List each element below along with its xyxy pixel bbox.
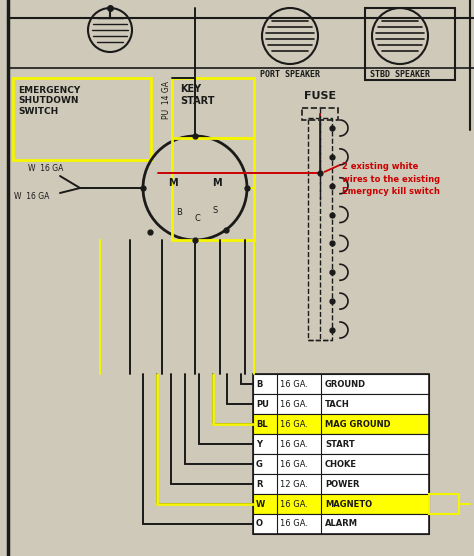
- Text: O: O: [256, 519, 263, 529]
- Text: 16 GA.: 16 GA.: [280, 459, 308, 469]
- Text: TACH: TACH: [325, 400, 350, 409]
- Text: FUSE: FUSE: [304, 91, 336, 101]
- Text: BL: BL: [256, 419, 268, 429]
- Bar: [253, 474, 429, 494]
- Text: 16 GA.: 16 GA.: [280, 380, 308, 389]
- Bar: [365, 8, 455, 80]
- Bar: [253, 394, 429, 414]
- Bar: [13, 78, 151, 160]
- Text: POWER: POWER: [325, 479, 359, 489]
- Text: STBD SPEAKER: STBD SPEAKER: [370, 70, 430, 79]
- Text: W  16 GA: W 16 GA: [28, 163, 64, 172]
- Text: Y: Y: [256, 439, 262, 449]
- Text: B: B: [176, 207, 182, 216]
- Text: KEY
START: KEY START: [180, 84, 215, 106]
- Text: B: B: [256, 380, 263, 389]
- Text: C: C: [194, 214, 200, 222]
- Text: W  16 GA: W 16 GA: [14, 191, 49, 201]
- Text: 16 GA.: 16 GA.: [280, 519, 308, 529]
- Text: 16 GA.: 16 GA.: [280, 439, 308, 449]
- Text: CHOKE: CHOKE: [325, 459, 357, 469]
- Text: MAG GROUND: MAG GROUND: [325, 419, 391, 429]
- Bar: [172, 138, 254, 240]
- Bar: [172, 78, 254, 138]
- Text: M: M: [168, 178, 178, 188]
- Bar: [253, 434, 429, 454]
- Text: EMERGENCY
SHUTDOWN
SWITCH: EMERGENCY SHUTDOWN SWITCH: [18, 86, 80, 116]
- Text: G: G: [256, 459, 263, 469]
- Text: PU: PU: [256, 400, 269, 409]
- Text: W: W: [256, 499, 265, 509]
- Bar: [253, 494, 429, 514]
- Text: R: R: [256, 479, 263, 489]
- Bar: [253, 374, 429, 394]
- Text: 16 GA.: 16 GA.: [280, 499, 308, 509]
- Bar: [253, 514, 429, 534]
- Bar: [253, 454, 429, 474]
- Bar: [253, 374, 429, 534]
- Bar: [302, 108, 338, 120]
- Text: MAGNETO: MAGNETO: [325, 499, 372, 509]
- Text: PU  14 GA: PU 14 GA: [162, 81, 171, 119]
- Text: ALARM: ALARM: [325, 519, 358, 529]
- Bar: [429, 494, 459, 514]
- Text: 16 GA.: 16 GA.: [280, 419, 308, 429]
- Text: 16 GA.: 16 GA.: [280, 400, 308, 409]
- Bar: [308, 118, 332, 340]
- Text: PORT SPEAKER: PORT SPEAKER: [260, 70, 320, 79]
- Text: M: M: [212, 178, 222, 188]
- Text: 2 existing white
wires to the existing
Emergncy kill switch: 2 existing white wires to the existing E…: [342, 162, 440, 196]
- Text: START: START: [325, 439, 355, 449]
- Text: GROUND: GROUND: [325, 380, 366, 389]
- Text: S: S: [212, 206, 218, 215]
- Text: 12 GA.: 12 GA.: [280, 479, 308, 489]
- Bar: [253, 414, 429, 434]
